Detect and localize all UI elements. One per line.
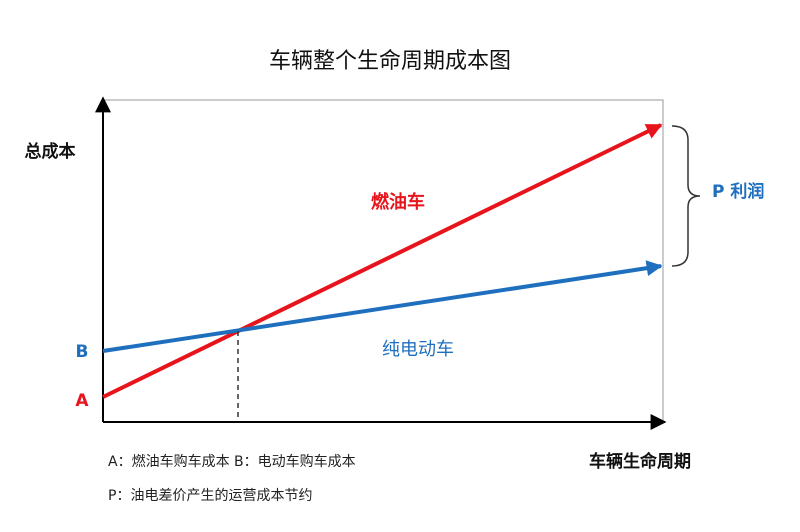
fuel-car-line: [102, 123, 663, 399]
brace: [671, 125, 701, 267]
ev-line: [102, 260, 663, 353]
profit-label: P 利润: [712, 181, 764, 202]
title: 车辆整个生命周期成本图: [269, 49, 511, 74]
y-axis-label: 总成本: [25, 141, 76, 162]
note: P：油电差价产生的运营成本节约: [108, 488, 312, 504]
frame: [103, 99, 664, 422]
point-b: B: [76, 342, 89, 362]
fuel-car-label: 燃油车: [371, 191, 425, 213]
x-axis-label: 车辆生命周期: [589, 451, 691, 472]
ev-label: 纯电动车: [382, 339, 454, 360]
note: A：燃油车购车成本 B：电动车购车成本: [108, 453, 356, 470]
point-a: A: [75, 391, 89, 411]
